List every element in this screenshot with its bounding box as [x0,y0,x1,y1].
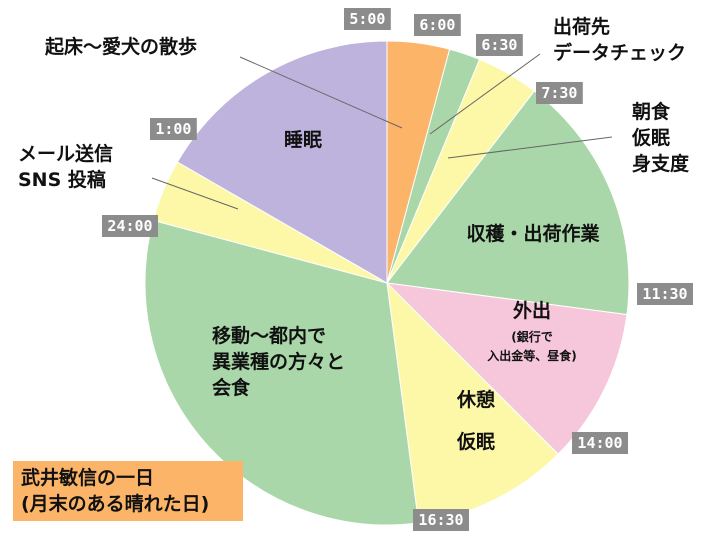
activity-label-0: 起床〜愛犬の散歩 [44,35,197,58]
time-label-5: 14:00 [572,432,628,454]
svg-text:仮眠: 仮眠 [456,430,495,453]
time-label-8: 1:00 [150,118,197,140]
svg-text:データチェック: データチェック [553,41,686,64]
svg-text:16:30: 16:30 [418,511,463,529]
time-label-7: 24:00 [102,215,158,237]
svg-text:移動〜都内で: 移動〜都内で [212,324,326,347]
svg-text:会食: 会食 [212,376,251,399]
svg-text:11:30: 11:30 [642,285,687,303]
pie-slice-4 [385,282,628,455]
svg-text:出荷先: 出荷先 [553,15,610,38]
leader-line-1 [429,53,541,135]
svg-text:メール送信: メール送信 [18,142,113,165]
svg-text:身支度: 身支度 [632,152,690,175]
svg-text:起床〜愛犬の散歩: 起床〜愛犬の散歩 [44,35,197,58]
time-label-2: 6:30 [476,34,523,56]
time-label-0: 5:00 [344,8,391,30]
title-box-background [13,461,243,521]
svg-text:外出: 外出 [513,299,551,322]
svg-text:朝食: 朝食 [632,100,671,123]
svg-text:異業種の方々と: 異業種の方々と [212,350,345,373]
svg-text:(銀行で: (銀行で [511,329,553,344]
time-label-3: 7:30 [536,82,583,104]
chart-title-box: 武井敏信の一日 (月末のある晴れた日) [13,461,243,521]
pie-slice-8 [176,40,388,284]
leader-line-2 [447,136,613,159]
leader-line-0 [239,56,403,129]
svg-text:6:30: 6:30 [481,36,517,54]
svg-text:収穫・出荷作業: 収穫・出荷作業 [466,222,600,245]
activity-label-5: 休憩 [456,388,495,411]
svg-text:7:30: 7:30 [541,84,577,102]
time-label-6: 16:30 [413,509,469,531]
activity-label-6: 仮眠 [456,430,495,453]
activity-label-3: 収穫・出荷作業 [466,222,600,245]
leader-line-3 [151,177,239,210]
svg-text:14:00: 14:00 [577,434,622,452]
svg-text:SNS 投稿: SNS 投稿 [18,168,106,191]
svg-text:5:00: 5:00 [349,10,385,28]
time-label-4: 11:30 [637,283,693,305]
chart-title-line-0: 武井敏信の一日 [21,466,154,489]
svg-text:24:00: 24:00 [107,217,152,235]
svg-text:睡眠: 睡眠 [284,129,322,151]
activity-labels: 起床〜愛犬の散歩出荷先データチェック朝食仮眠身支度収穫・出荷作業外出(銀行で入出… [18,15,690,453]
svg-text:入出金等、昼食): 入出金等、昼食) [487,348,577,363]
pie-slices [144,40,630,526]
svg-text:1:00: 1:00 [155,120,191,138]
svg-text:6:00: 6:00 [419,16,455,34]
time-labels: 5:00 6:00 6:30 7:30 11:30 14:00 16:30 24:00 1:00 [102,8,693,531]
leader-lines [151,53,613,210]
svg-text:休憩: 休憩 [456,388,495,411]
pie-slice-6 [144,219,420,526]
svg-text:仮眠: 仮眠 [631,126,670,149]
activity-label-9: 睡眠 [284,129,322,151]
time-label-1: 6:00 [414,14,461,36]
pie-slice-3 [386,90,630,316]
activity-label-8: メール送信 SNS 投稿 [18,142,113,191]
chart-title-line-1: (月末のある晴れた日) [21,492,209,515]
